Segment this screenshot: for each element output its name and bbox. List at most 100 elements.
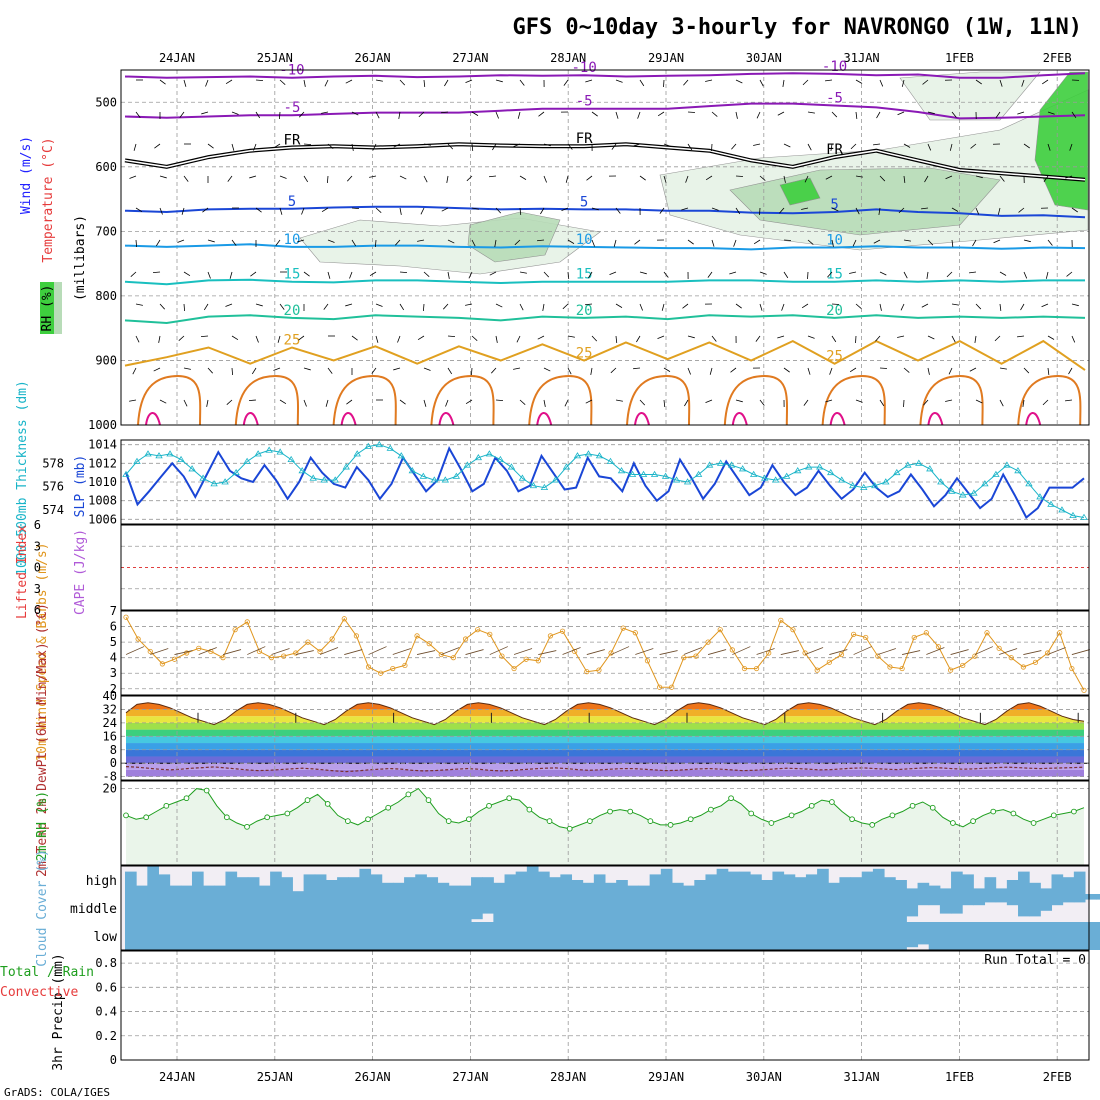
cloud-low-2 — [147, 922, 159, 950]
wind-barb-26-6 — [759, 271, 767, 275]
cloud-middle-47 — [649, 894, 662, 922]
cloud-middle-25 — [404, 894, 416, 922]
cloud-middle-59 — [783, 894, 796, 922]
wind-barb-17-5 — [536, 239, 545, 242]
contour-temp-5 — [124, 205, 1086, 219]
wind-barb-2-9 — [183, 367, 191, 370]
wind-barb-19-8 — [591, 335, 598, 342]
cloud-high-65 — [850, 877, 863, 894]
wind-barb-39-7 — [1071, 303, 1079, 307]
wind-barb-18-2 — [567, 143, 573, 150]
cloud-middle-60 — [794, 894, 807, 922]
wind-barb-20-8 — [615, 335, 618, 344]
wind10-barb-2 — [150, 648, 169, 655]
rh2m-point-24 — [365, 816, 371, 823]
temp2m-label: 2m Temp 2m DewPt (6hr Min/Max) (°C) — [35, 603, 50, 877]
wind-barb-35-9 — [969, 367, 977, 372]
wind-barb-36-9 — [999, 367, 1007, 370]
wind10-barb-78 — [1071, 649, 1090, 655]
cloud-middle-15 — [292, 894, 305, 922]
thickness-marker-56 — [738, 465, 747, 472]
cloud-high-47 — [649, 874, 662, 894]
wind-speed-point-60 — [850, 631, 857, 637]
thickness-marker-78 — [981, 480, 989, 487]
cloud-low-40 — [571, 922, 584, 950]
y-tick-p-1000: 1000 — [88, 418, 117, 432]
thickness-marker-18 — [320, 476, 328, 483]
wind-barb-17-9 — [543, 367, 551, 372]
wind-barb-19-3 — [586, 175, 593, 181]
cloud-low-72 — [928, 922, 941, 950]
wind-barb-30-2 — [850, 143, 857, 150]
cloud-high-53 — [716, 868, 729, 894]
wind-speed-point-31 — [499, 653, 505, 659]
cloud-low-80 — [1018, 922, 1030, 950]
wind-barb-17-6 — [543, 271, 550, 278]
wind-barb-19-10 — [585, 399, 593, 404]
cloud-low-56 — [750, 922, 762, 950]
cloud-high-17 — [314, 874, 327, 894]
contour-label--5-0: -5 — [284, 100, 301, 116]
cloud-middle-38 — [549, 894, 561, 922]
y-tick-thick-576: 576 — [42, 480, 64, 494]
wind-speed-point-71 — [984, 630, 990, 636]
wind-barb-11-9 — [393, 367, 401, 371]
wind-barb-16-7 — [519, 303, 524, 311]
series-2m-temp-line — [125, 702, 1085, 726]
wind10-barb-12 — [271, 648, 290, 655]
wind-barb-29-2 — [830, 143, 833, 151]
wind-barb-33-7 — [921, 303, 929, 308]
wind-barb-27-3 — [783, 175, 786, 183]
cloud-low-86 — [1085, 922, 1097, 950]
contour-temp-10 — [124, 243, 1086, 251]
cloud-low-36 — [526, 922, 539, 950]
x-tick-top-26JAN: 26JAN — [355, 51, 391, 65]
cloud-high-22 — [370, 874, 383, 894]
wind-barb-23-9 — [687, 367, 691, 375]
thickness-marker-1 — [133, 457, 141, 464]
wind-barb-22-9 — [663, 367, 671, 372]
rh2m-point-52 — [647, 818, 654, 824]
cloud-low-18 — [325, 922, 338, 950]
cloud-middle-77 — [984, 894, 997, 903]
wind-barb-22-2 — [663, 143, 671, 147]
wind-barb-18-9 — [567, 367, 572, 375]
cloud-low-58 — [772, 922, 785, 950]
wind-speed-point-75 — [1032, 659, 1039, 665]
rh2m-point-40 — [526, 806, 533, 813]
cloud-middle-63 — [828, 894, 840, 922]
wind-barb-22-10 — [663, 399, 666, 408]
cloud-low-23 — [381, 922, 394, 950]
wind-barb-6-1 — [278, 111, 281, 120]
cloud-middle-18 — [325, 894, 338, 922]
wind-barb-6-2 — [273, 143, 281, 149]
wind10-barb-64 — [902, 650, 921, 655]
wind-barb-4-10 — [226, 399, 233, 405]
wind-barb-19-4 — [591, 207, 599, 211]
rh2m-point-14 — [264, 814, 271, 821]
wind-barb-39-6 — [1066, 271, 1073, 277]
cloud-middle-68 — [884, 894, 896, 922]
y-tick-li-6: 6 — [34, 518, 41, 532]
wind-barb-7-0 — [303, 79, 306, 87]
cloud-middle-86 — [1085, 894, 1097, 900]
wind-speed-point-44 — [656, 684, 663, 690]
cloud-high-26 — [415, 874, 427, 894]
rh2m-point-18 — [304, 797, 311, 803]
wind-barb-2-5 — [177, 239, 185, 243]
wind10-barb-4 — [174, 650, 193, 655]
wind-speed-point-73 — [1008, 655, 1014, 661]
wind-barb-31-2 — [873, 143, 881, 146]
wind-barb-26-3 — [759, 175, 766, 181]
wind-barb-9-0 — [345, 79, 353, 84]
cloud-high-23 — [381, 882, 394, 894]
thickness-marker-32 — [474, 453, 483, 461]
cloud-middle-53 — [716, 894, 729, 922]
wind-barb-38-8 — [1047, 335, 1055, 340]
cloud-high-19 — [337, 877, 349, 894]
wind-barb-18-8 — [567, 335, 575, 338]
wind-barb-7-3 — [303, 175, 309, 183]
wind-barb-16-1 — [517, 111, 521, 119]
cloud-high-46 — [638, 885, 651, 894]
contour-label-FR-0: FR — [284, 132, 301, 148]
